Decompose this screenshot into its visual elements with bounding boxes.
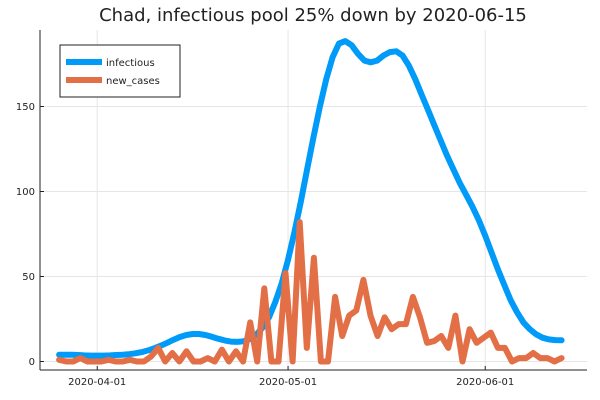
legend-label-infectious: infectious bbox=[106, 58, 155, 69]
y-tick-label: 150 bbox=[16, 102, 35, 113]
x-tick-label: 2020-04-01 bbox=[68, 377, 126, 388]
tick-labels: 2020-04-01 2020-05-01 2020-06-01 0 50 100 150 bbox=[16, 102, 514, 388]
series-lines bbox=[56, 38, 565, 365]
series-line-infectious bbox=[56, 38, 565, 359]
legend-label-new-cases: new_cases bbox=[106, 76, 160, 87]
x-tick-label: 2020-05-01 bbox=[259, 377, 317, 388]
x-tick-label: 2020-06-01 bbox=[456, 377, 514, 388]
y-tick-label: 0 bbox=[29, 357, 35, 368]
legend: infectious new_cases bbox=[59, 44, 181, 98]
y-tick-label: 50 bbox=[22, 272, 35, 283]
series-line-new-cases bbox=[56, 219, 565, 365]
chart-title: Chad, infectious pool 25% down by 2020-0… bbox=[99, 5, 527, 26]
legend-box bbox=[59, 44, 181, 98]
y-tick-label: 100 bbox=[16, 187, 35, 198]
axes bbox=[39, 30, 587, 371]
